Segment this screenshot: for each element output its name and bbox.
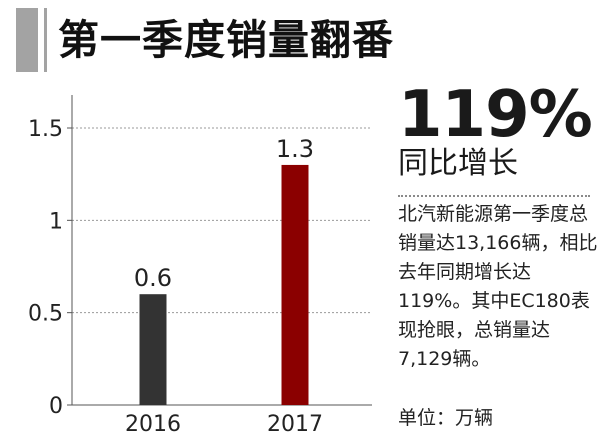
data-labels: 0.6 1.3 — [134, 135, 314, 292]
title-accent-bar — [16, 8, 38, 72]
x-axis-ticks: 2016 2017 — [125, 412, 323, 437]
data-label-2017: 1.3 — [276, 135, 314, 163]
y-axis-ticks: 0 0.5 1 1.5 — [28, 117, 72, 419]
x-tick-label-2017: 2017 — [267, 412, 323, 437]
y-tick-label: 0 — [49, 394, 63, 419]
growth-label: 同比增长 — [398, 146, 518, 181]
y-tick-label: 0.5 — [28, 302, 63, 327]
bars — [139, 164, 309, 405]
unit-label: 单位：万辆 — [398, 407, 494, 429]
y-tick-label: 1.5 — [28, 117, 63, 142]
description-text: 北汽新能源第一季度总销量达13,166辆，相比去年同期增长达119%。其中EC1… — [398, 203, 598, 370]
y-tick-label: 1 — [49, 209, 63, 234]
page-title: 第一季度销量翻番 — [58, 16, 394, 64]
bar-2017 — [281, 164, 309, 405]
bar-2016 — [139, 294, 167, 405]
data-label-2016: 0.6 — [134, 264, 172, 292]
title-accent-line — [44, 8, 47, 72]
grid-lines — [72, 127, 372, 314]
growth-percentage: 119% — [398, 78, 593, 152]
x-tick-label-2016: 2016 — [125, 412, 181, 437]
section-divider — [398, 195, 590, 197]
